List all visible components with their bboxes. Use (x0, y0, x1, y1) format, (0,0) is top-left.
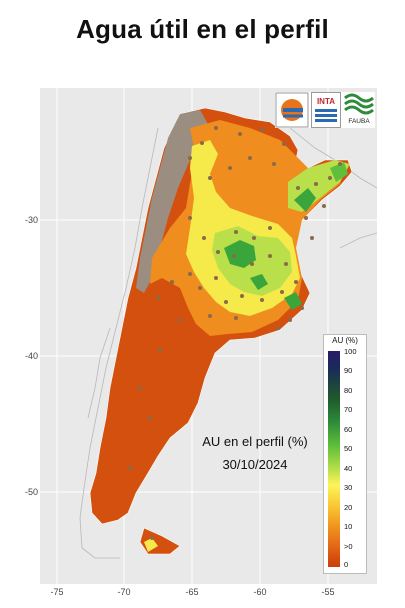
legend-tick: 70 (344, 405, 353, 414)
map-title: Agua útil en el perfil (76, 14, 329, 44)
legend-tick: 40 (344, 464, 353, 473)
legend-color-bar (328, 351, 340, 567)
x-tick-label: -70 (117, 587, 131, 597)
green-core-2 (250, 274, 268, 290)
x-tick-label: -55 (321, 587, 335, 597)
x-tick-label: -75 (50, 587, 64, 597)
legend-title: AU (%) (332, 336, 358, 345)
legend-tick: 100 (344, 347, 357, 356)
legend-tick: 10 (344, 522, 353, 531)
legend-tick: 20 (344, 503, 353, 512)
green-core-3 (284, 292, 302, 310)
map-panel (40, 88, 377, 584)
annotation-date: 30/10/2024 (222, 457, 288, 472)
green-core-1 (224, 240, 256, 268)
fauba-logo-icon: FAUBA (343, 92, 375, 128)
green-core-5 (330, 162, 348, 182)
color-legend: AU (%) 100 90 80 70 60 50 40 30 20 10 >0… (323, 334, 367, 574)
legend-tick: 0 (344, 560, 349, 569)
annotation-variable: AU en el perfil (%) (202, 434, 308, 449)
legend-tick: 50 (344, 444, 353, 453)
institution-logo-icon (275, 92, 309, 128)
inta-logo-text: INTA (316, 97, 336, 106)
andes-no-data (136, 110, 208, 293)
station-points (128, 126, 342, 540)
y-tick-label: -30 (24, 215, 38, 225)
logos-box: INTA FAUBA (275, 92, 375, 128)
x-tick-label: -65 (185, 587, 199, 597)
map-annotation: AU en el perfil (%) 30/10/2024 (180, 430, 330, 476)
soil-water-map (40, 88, 377, 584)
fauba-logo-text: FAUBA (348, 118, 370, 125)
legend-tick: 80 (344, 386, 353, 395)
tdf-humid-patch (144, 538, 158, 552)
green-core-4 (294, 188, 316, 212)
legend-tick: 60 (344, 425, 353, 434)
legend-tick: >0 (344, 542, 353, 551)
legend-tick: 90 (344, 366, 353, 375)
y-tick-label: -50 (24, 487, 38, 497)
x-tick-label: -60 (253, 587, 267, 597)
y-tick-label: -40 (24, 351, 38, 361)
legend-tick: 30 (344, 483, 353, 492)
inta-logo-icon: INTA (311, 92, 341, 128)
